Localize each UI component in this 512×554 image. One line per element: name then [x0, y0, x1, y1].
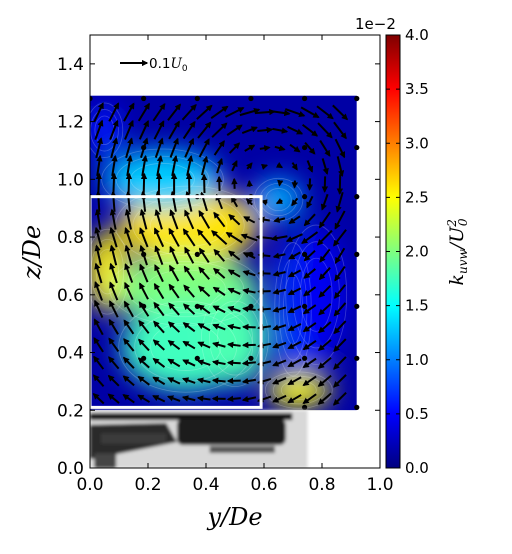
y-axis-label: z/De	[18, 225, 46, 280]
y-tick-label: 1.0	[57, 170, 84, 190]
plot-area	[86, 96, 359, 468]
measurement-point	[141, 252, 146, 257]
colorbar: 0.0 0.5 1.0 1.5 2.0 2.5 3.0 3.5 4.0 1e−2 kuvw/U2…	[355, 15, 470, 477]
colorbar-tick-label: 1.0	[405, 351, 429, 369]
x-tick-label: 0.2	[134, 475, 161, 495]
measurement-point	[302, 304, 307, 309]
colorbar-label: kuvw/U20	[445, 218, 470, 285]
measurement-point	[248, 356, 253, 361]
measurement-point	[195, 356, 200, 361]
y-tick-label: 0.6	[57, 286, 84, 306]
field-region	[87, 104, 122, 156]
x-tick-label: 1.0	[366, 475, 393, 495]
measurement-point	[302, 252, 307, 257]
x-tick-label: 0.6	[250, 475, 277, 495]
measurement-point	[141, 96, 146, 101]
measurement-point	[195, 96, 200, 101]
colorbar-tick-label: 4.0	[405, 26, 429, 44]
vehicle-beam	[101, 433, 166, 443]
velocity-arrow	[98, 192, 99, 212]
velocity-arrow	[213, 380, 225, 381]
colorbar-tick-label: 0.5	[405, 405, 429, 423]
measurement-point	[195, 304, 200, 309]
measurement-point	[354, 405, 359, 410]
velocity-arrow	[228, 398, 241, 399]
y-tick-label: 0.8	[57, 228, 84, 248]
x-tick-label: 0.8	[308, 475, 335, 495]
measurement-point	[354, 304, 359, 309]
measurement-point	[195, 252, 200, 257]
x-tick-label: 0.4	[192, 475, 219, 495]
colorbar-tick-label: 3.0	[405, 134, 429, 152]
measurement-point	[302, 96, 307, 101]
y-tick-label: 0.4	[57, 344, 84, 364]
y-tick-label: 0.2	[57, 401, 84, 421]
vehicle-support	[94, 454, 116, 468]
x-axis-label: y/De	[206, 503, 262, 531]
measurement-point	[354, 194, 359, 199]
colorbar-offset-text: 1e−2	[355, 15, 396, 33]
measurement-point	[302, 405, 307, 410]
measurement-point	[354, 252, 359, 257]
measurement-point	[302, 356, 307, 361]
measurement-point	[248, 96, 253, 101]
velocity-arrow	[113, 174, 114, 194]
velocity-arrow	[262, 165, 267, 166]
vehicle-silhouette	[90, 410, 308, 468]
measurement-point	[248, 252, 253, 257]
y-tick-label: 0.0	[57, 459, 84, 479]
vehicle-tank	[177, 419, 286, 445]
velocity-arrow	[243, 362, 256, 363]
colorbar-tick-label: 2.0	[405, 243, 429, 261]
velocity-arrow	[243, 309, 255, 310]
measurement-point	[248, 304, 253, 309]
measurement-point	[302, 194, 307, 199]
y-tick-label: 1.2	[57, 113, 84, 133]
measurement-point	[141, 304, 146, 309]
quiver-key: 0.1U0	[120, 56, 188, 74]
velocity-arrow	[98, 174, 99, 194]
vehicle-bracket	[210, 446, 275, 453]
quiver-key-label: 0.1U0	[149, 56, 188, 74]
colorbar-tick-label: 2.5	[405, 188, 429, 206]
measurement-point	[141, 145, 146, 150]
velocity-arrow	[260, 147, 270, 148]
y-tick-label: 1.4	[57, 55, 84, 75]
colorbar-tick-label: 3.5	[405, 80, 429, 98]
measurement-point	[354, 145, 359, 150]
velocity-arrow	[129, 174, 130, 194]
measurement-point	[302, 145, 307, 150]
velocity-arrow	[262, 201, 267, 202]
colorbar-tick-label: 1.5	[405, 297, 429, 315]
measurement-point	[141, 356, 146, 361]
measurement-point	[354, 356, 359, 361]
velocity-arrow	[228, 363, 241, 364]
colorbar-tick-label: 0.0	[405, 459, 429, 477]
measurement-point	[354, 96, 359, 101]
